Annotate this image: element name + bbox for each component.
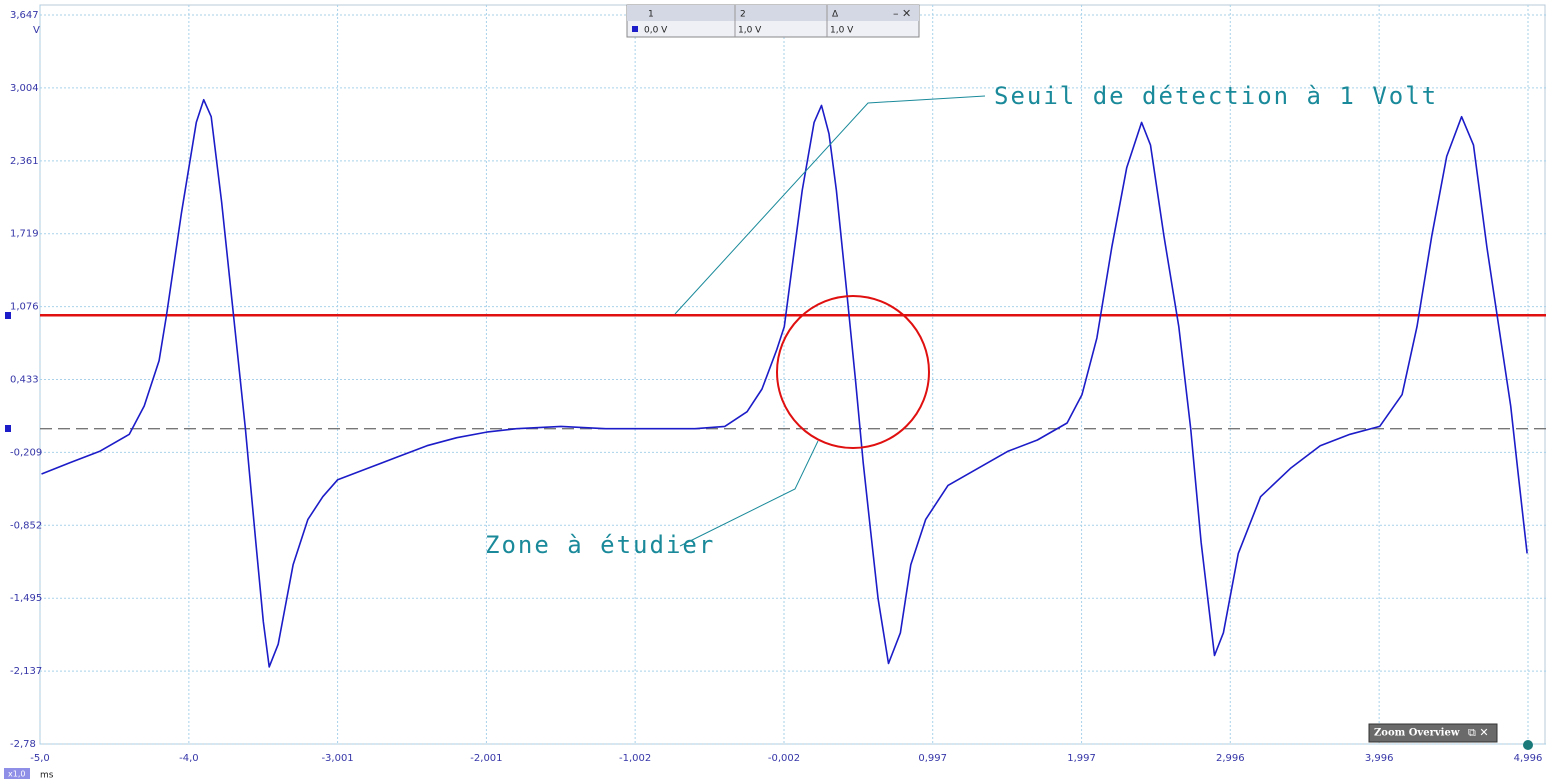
x-tick-label: 4,996 — [1514, 753, 1543, 764]
x-tick-label: -4,0 — [179, 753, 199, 764]
y-unit: V — [33, 25, 40, 36]
study-zone-circle — [776, 295, 930, 449]
x-tick-label: -5,0 — [30, 753, 50, 764]
zoom-badge — [4, 768, 30, 779]
y-tick-label: -2,137 — [10, 666, 42, 677]
annotation: Seuil de détection à 1 Volt — [994, 82, 1438, 110]
ruler-header: 1 — [648, 10, 654, 20]
ruler-panel[interactable]: 1 2 Δ – ✕ 0,0 V 1,0 V 1,0 V — [626, 4, 920, 38]
marker — [5, 312, 11, 319]
trace — [41, 98, 1528, 668]
x-tick-label: -2,001 — [470, 753, 502, 764]
y-tick-label: -0,852 — [10, 520, 42, 531]
close-button[interactable]: – ✕ — [893, 7, 911, 20]
y-tick-label: 2,361 — [10, 156, 39, 167]
y-tick-label: -0,209 — [10, 447, 42, 458]
x-tick-label: -3,001 — [321, 753, 353, 764]
zoom-overview-frame — [1368, 723, 1498, 743]
x-tick-label: 1,997 — [1067, 753, 1096, 764]
x-tick-label: 0,997 — [918, 753, 947, 764]
ruler-value: 1,0 V — [738, 26, 762, 36]
signal-line — [41, 98, 1528, 668]
y-tick-label: 1,076 — [10, 302, 39, 313]
y-tick-label: 1,719 — [10, 229, 39, 240]
zoom-overview-buttons[interactable]: ⧉ ✕ — [1468, 726, 1489, 739]
ruler-header: 2 — [740, 10, 746, 20]
ruler-header: Δ — [832, 10, 839, 20]
ruler-value: 1,0 V — [830, 26, 854, 36]
zoom-factor: x1,0 — [8, 770, 25, 779]
annotation: Zone à étudier — [485, 531, 715, 559]
x-tick-label: 2,996 — [1216, 753, 1245, 764]
y-tick-label: 3,004 — [10, 83, 39, 94]
x-tick-label: 3,996 — [1365, 753, 1394, 764]
channel-swatch — [632, 26, 638, 32]
ticks: -2,78 -2,137 -1,495 -0,852 -0,209 0,433 1,076 1… — [10, 10, 1542, 764]
reference-lines — [40, 313, 1546, 430]
zoom-overview[interactable]: Zoom Overview ⧉ ✕ — [1368, 723, 1498, 743]
x-unit: ms — [40, 771, 54, 781]
leader-line — [679, 440, 819, 547]
ruler-panel-header — [627, 5, 919, 21]
zoom-handle[interactable] — [1523, 740, 1533, 750]
y-tick-label: 0,433 — [10, 375, 39, 386]
zoom-overview-title: Zoom Overview — [1374, 728, 1460, 739]
grid — [39, 4, 1546, 745]
x-tick-label: -1,002 — [619, 753, 651, 764]
y-tick-label: -2,78 — [10, 739, 36, 750]
marker — [5, 425, 11, 432]
y-tick-label: 3,647 — [10, 10, 39, 21]
y-tick-label: -1,495 — [10, 593, 42, 604]
leader-line — [674, 95, 986, 315]
ruler-value: 0,0 V — [644, 26, 668, 36]
x-tick-label: -0,002 — [768, 753, 800, 764]
